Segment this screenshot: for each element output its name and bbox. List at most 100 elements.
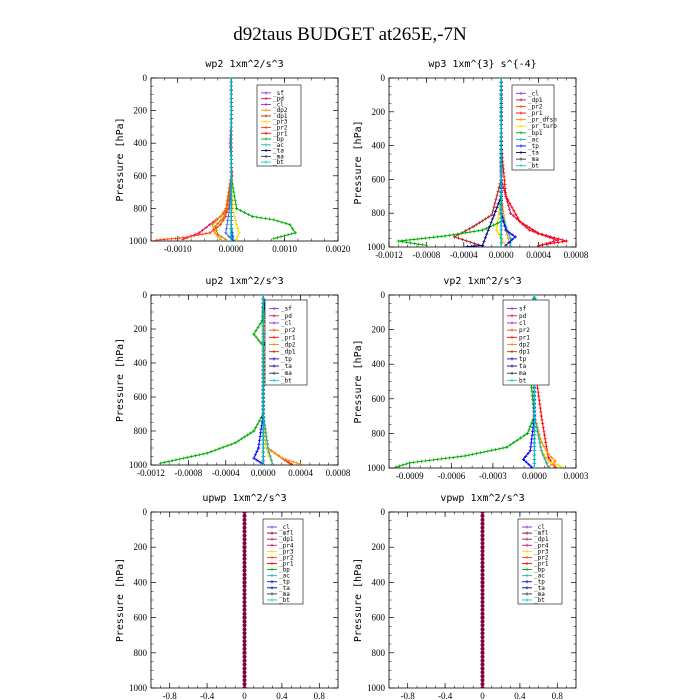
data-point	[252, 332, 256, 336]
y-tick-label: 400	[134, 358, 148, 368]
panel-title: up2 1xm^2/s^3	[205, 276, 283, 287]
data-point	[439, 457, 444, 461]
y-tick-label: 200	[372, 325, 386, 335]
chart-panel-4: vp2 1xm^2/s^3 Pressure [hPa] 0 200 400 600 800…	[353, 276, 589, 481]
data-point	[499, 142, 503, 146]
data-point	[229, 166, 233, 170]
data-point	[465, 245, 470, 247]
data-point	[480, 553, 485, 558]
series-line-dp2	[160, 295, 264, 464]
data-point	[242, 615, 247, 620]
legend-marker	[525, 598, 529, 602]
data-point	[482, 450, 486, 454]
data-point	[499, 185, 503, 189]
data-point	[224, 227, 229, 231]
data-point	[431, 235, 436, 239]
data-point	[193, 454, 198, 458]
data-point	[499, 170, 503, 174]
x-tick-label: -0.4	[438, 691, 453, 700]
data-point	[242, 513, 247, 518]
data-point	[532, 421, 537, 425]
data-point	[229, 133, 233, 137]
data-point	[499, 228, 503, 232]
data-point	[505, 445, 509, 449]
series-group	[480, 512, 485, 688]
data-point	[269, 458, 273, 462]
legend-marker	[525, 580, 529, 584]
data-point	[480, 674, 485, 679]
legend-label: _ta	[279, 585, 290, 592]
data-point	[495, 193, 499, 197]
data-point	[416, 237, 420, 241]
data-point	[499, 162, 503, 166]
x-tick-label: 0	[480, 691, 485, 700]
data-point	[242, 654, 247, 659]
legend-label: _pr1	[534, 561, 549, 568]
legend-marker	[519, 111, 523, 115]
data-point	[506, 204, 511, 208]
x-tick-label: 0.4	[276, 691, 288, 700]
data-point	[242, 556, 247, 561]
data-point	[242, 623, 247, 628]
legend-label: dp2	[519, 342, 530, 349]
data-point	[480, 525, 485, 530]
legend-marker	[272, 342, 276, 347]
legend-marker	[525, 561, 529, 566]
data-point	[229, 194, 233, 198]
y-tick-label: 0	[143, 290, 148, 300]
panel-title: wp3 1xm^{3} s^{-4}	[428, 59, 536, 70]
data-point	[521, 457, 525, 461]
chart-panel-5: upwp 1xm^2/s^3 Pressure [hPa] 0 200 400 600 80…	[115, 493, 339, 700]
y-tick-label: 400	[372, 577, 386, 587]
data-point	[229, 219, 233, 223]
x-tick-label: -0.0008	[413, 250, 441, 260]
data-point	[480, 556, 485, 561]
data-point	[242, 529, 247, 534]
data-point	[288, 223, 292, 227]
data-point	[499, 216, 503, 220]
data-point	[162, 237, 166, 241]
data-point	[557, 237, 561, 241]
data-point	[480, 619, 485, 624]
legend-label: ma	[519, 370, 527, 377]
data-point	[226, 219, 230, 223]
data-point	[480, 568, 485, 573]
data-point	[480, 678, 485, 683]
legend-label: _ac	[534, 573, 545, 580]
panel-title: vpwp 1xm^2/s^3	[440, 493, 524, 504]
data-point	[537, 398, 541, 402]
data-point	[229, 202, 233, 206]
data-point	[166, 237, 170, 241]
legend-marker	[270, 543, 274, 547]
panel-title: upwp 1xm^2/s^3	[202, 493, 286, 504]
data-point	[201, 228, 205, 232]
x-tick-label: 0.0000	[251, 468, 276, 478]
data-point	[499, 181, 503, 185]
y-tick-label: 400	[372, 141, 386, 151]
legend-marker	[270, 561, 274, 566]
data-point	[532, 453, 537, 457]
data-point	[480, 666, 485, 671]
data-point	[501, 209, 505, 213]
y-axis-label: Pressure [hPa]	[353, 339, 364, 423]
data-point	[499, 189, 503, 193]
legend-marker	[510, 371, 514, 375]
x-tick-label: -0.0012	[375, 250, 403, 260]
data-point	[480, 635, 485, 640]
data-point	[480, 513, 485, 518]
data-point	[504, 194, 508, 198]
legend-marker	[525, 586, 529, 590]
x-tick-label: -0.4	[200, 691, 215, 700]
legend-label: _ma	[534, 591, 545, 598]
data-point	[261, 313, 265, 317]
x-tick-label: 0.8	[314, 691, 326, 700]
x-tick-label: -0.0004	[212, 468, 240, 478]
legend-marker	[270, 537, 274, 541]
legend-box	[502, 299, 550, 386]
data-point	[249, 431, 253, 435]
data-point	[261, 415, 265, 419]
data-point	[252, 456, 256, 460]
legend-label: _sf	[273, 90, 284, 97]
series-group	[242, 512, 247, 688]
data-point	[532, 385, 537, 389]
